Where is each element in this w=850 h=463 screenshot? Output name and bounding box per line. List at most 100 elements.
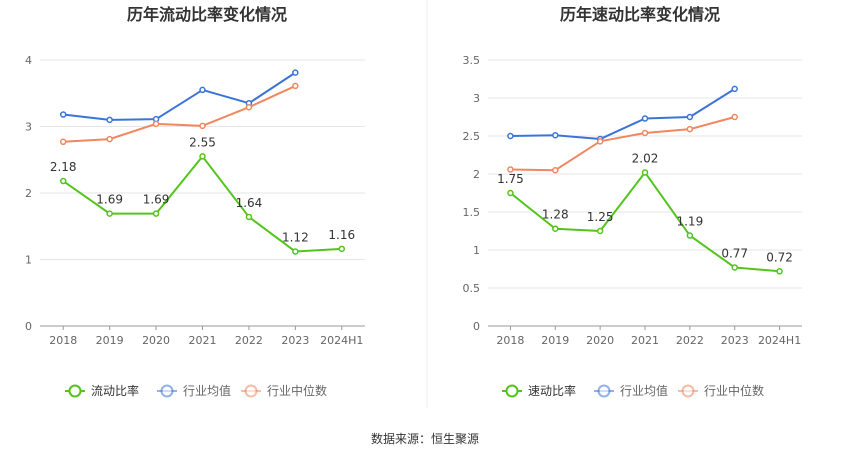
legend-marker (68, 384, 82, 398)
data-point (686, 125, 694, 133)
x-tick-label: 2021 (189, 334, 217, 347)
data-point (152, 210, 160, 217)
y-tick-label: 0 (25, 320, 32, 333)
chart-panel-1: 历年流动比率变化情况 0 1 2 3 4 2018 2019 2020 2021 2022 2023 2… (25, 5, 365, 398)
data-label: 1.16 (328, 228, 355, 242)
chart-title: 历年流动比率变化情况 (127, 5, 287, 24)
y-tick-label: 2 (25, 187, 32, 200)
y-tick-label: 3.5 (463, 54, 481, 67)
x-tick-label: 2019 (541, 334, 569, 347)
data-point (731, 85, 738, 93)
data-label: 1.19 (676, 215, 703, 229)
series-line-industry-median (63, 85, 296, 143)
x-tick-label: 2023 (281, 334, 309, 347)
data-point (507, 166, 514, 173)
data-point (292, 69, 299, 76)
data-point (596, 138, 604, 145)
data-point (292, 82, 299, 90)
data-point (59, 177, 67, 185)
x-tick-label: 2022 (235, 334, 263, 347)
data-label: 0.77 (721, 246, 748, 260)
legend-item: 流动比率 (65, 383, 139, 398)
series-line-industry-median (510, 116, 735, 172)
data-label: 1.69 (96, 193, 123, 207)
data-point (106, 116, 113, 124)
legend-label: 行业中位数 (704, 383, 764, 398)
data-point (641, 115, 649, 122)
x-tick-label: 2023 (721, 334, 749, 347)
y-tick-label: 4 (25, 54, 32, 67)
y-tick-label: 3 (25, 121, 32, 134)
x-tick-label: 2024H1 (758, 334, 801, 347)
data-point (245, 213, 253, 221)
data-label: 2.55 (189, 135, 216, 149)
data-point (552, 225, 559, 232)
data-label: 1.28 (542, 208, 569, 222)
data-point (152, 120, 160, 128)
data-point (596, 227, 604, 235)
legend-label: 行业均值 (183, 383, 231, 398)
data-point (507, 189, 514, 197)
chart-panel-2: 历年速动比率变化情况 0 0.5 1 1.5 2 2.5 3 3.5 2018 2019 2020 20… (463, 5, 802, 398)
data-label: 2.18 (50, 160, 77, 174)
series-line-industry-average (63, 71, 296, 121)
legend-item: 行业均值 (594, 383, 668, 398)
legend-label: 行业中位数 (267, 383, 327, 398)
data-point (731, 113, 738, 121)
data-label: 1.69 (143, 193, 170, 207)
y-tick-label: 2 (473, 168, 480, 181)
x-tick-label: 2022 (676, 334, 704, 347)
data-label: 1.25 (587, 210, 614, 224)
y-tick-label: 1.5 (463, 206, 481, 219)
legend-item: 行业中位数 (241, 383, 327, 398)
series-line-industry-average (510, 88, 736, 141)
y-tick-label: 2.5 (463, 130, 481, 143)
x-tick-label: 2020 (142, 334, 170, 347)
data-point (641, 169, 649, 176)
data-point (552, 166, 559, 174)
x-tick-label: 2021 (631, 334, 659, 347)
data-label: 1.64 (236, 196, 263, 210)
data-label: 0.72 (766, 250, 793, 264)
x-tick-label: 2020 (586, 334, 614, 347)
data-label: 1.75 (497, 172, 524, 186)
legend-item: 行业中位数 (678, 383, 764, 398)
x-tick-label: 2019 (96, 334, 124, 347)
legend-label: 流动比率 (91, 383, 139, 398)
data-point (731, 264, 738, 271)
data-point (199, 153, 206, 160)
data-point (776, 268, 783, 275)
data-label: 1.12 (282, 231, 309, 245)
legend-item: 速动比率 (502, 383, 576, 398)
legend-marker (505, 384, 519, 398)
x-tick-label: 2018 (496, 334, 524, 347)
data-point (199, 122, 206, 130)
data-point (106, 135, 113, 143)
data-point (199, 86, 206, 94)
data-point (507, 132, 514, 140)
legend-marker (597, 384, 611, 398)
legend-marker (244, 384, 258, 398)
data-point (106, 210, 113, 217)
data-point (292, 248, 299, 255)
y-tick-label: 1 (473, 244, 480, 257)
y-tick-label: 1 (25, 254, 32, 267)
data-label: 2.02 (632, 151, 659, 165)
chart-title: 历年速动比率变化情况 (560, 5, 720, 24)
data-source-note: 数据来源：恒生聚源 (370, 432, 479, 446)
y-tick-label: 3 (473, 92, 480, 105)
data-point (552, 131, 559, 139)
data-point (245, 103, 253, 111)
x-tick-label: 2018 (49, 334, 77, 347)
data-point (686, 113, 694, 121)
y-tick-label: 0.5 (463, 282, 481, 295)
x-tick-label: 2024H1 (320, 334, 363, 347)
legend-marker (160, 384, 174, 398)
data-point (59, 138, 67, 146)
data-point (338, 245, 346, 253)
data-point (686, 232, 694, 239)
legend-marker (681, 384, 695, 398)
y-tick-label: 0 (473, 320, 480, 333)
data-point (641, 129, 649, 137)
